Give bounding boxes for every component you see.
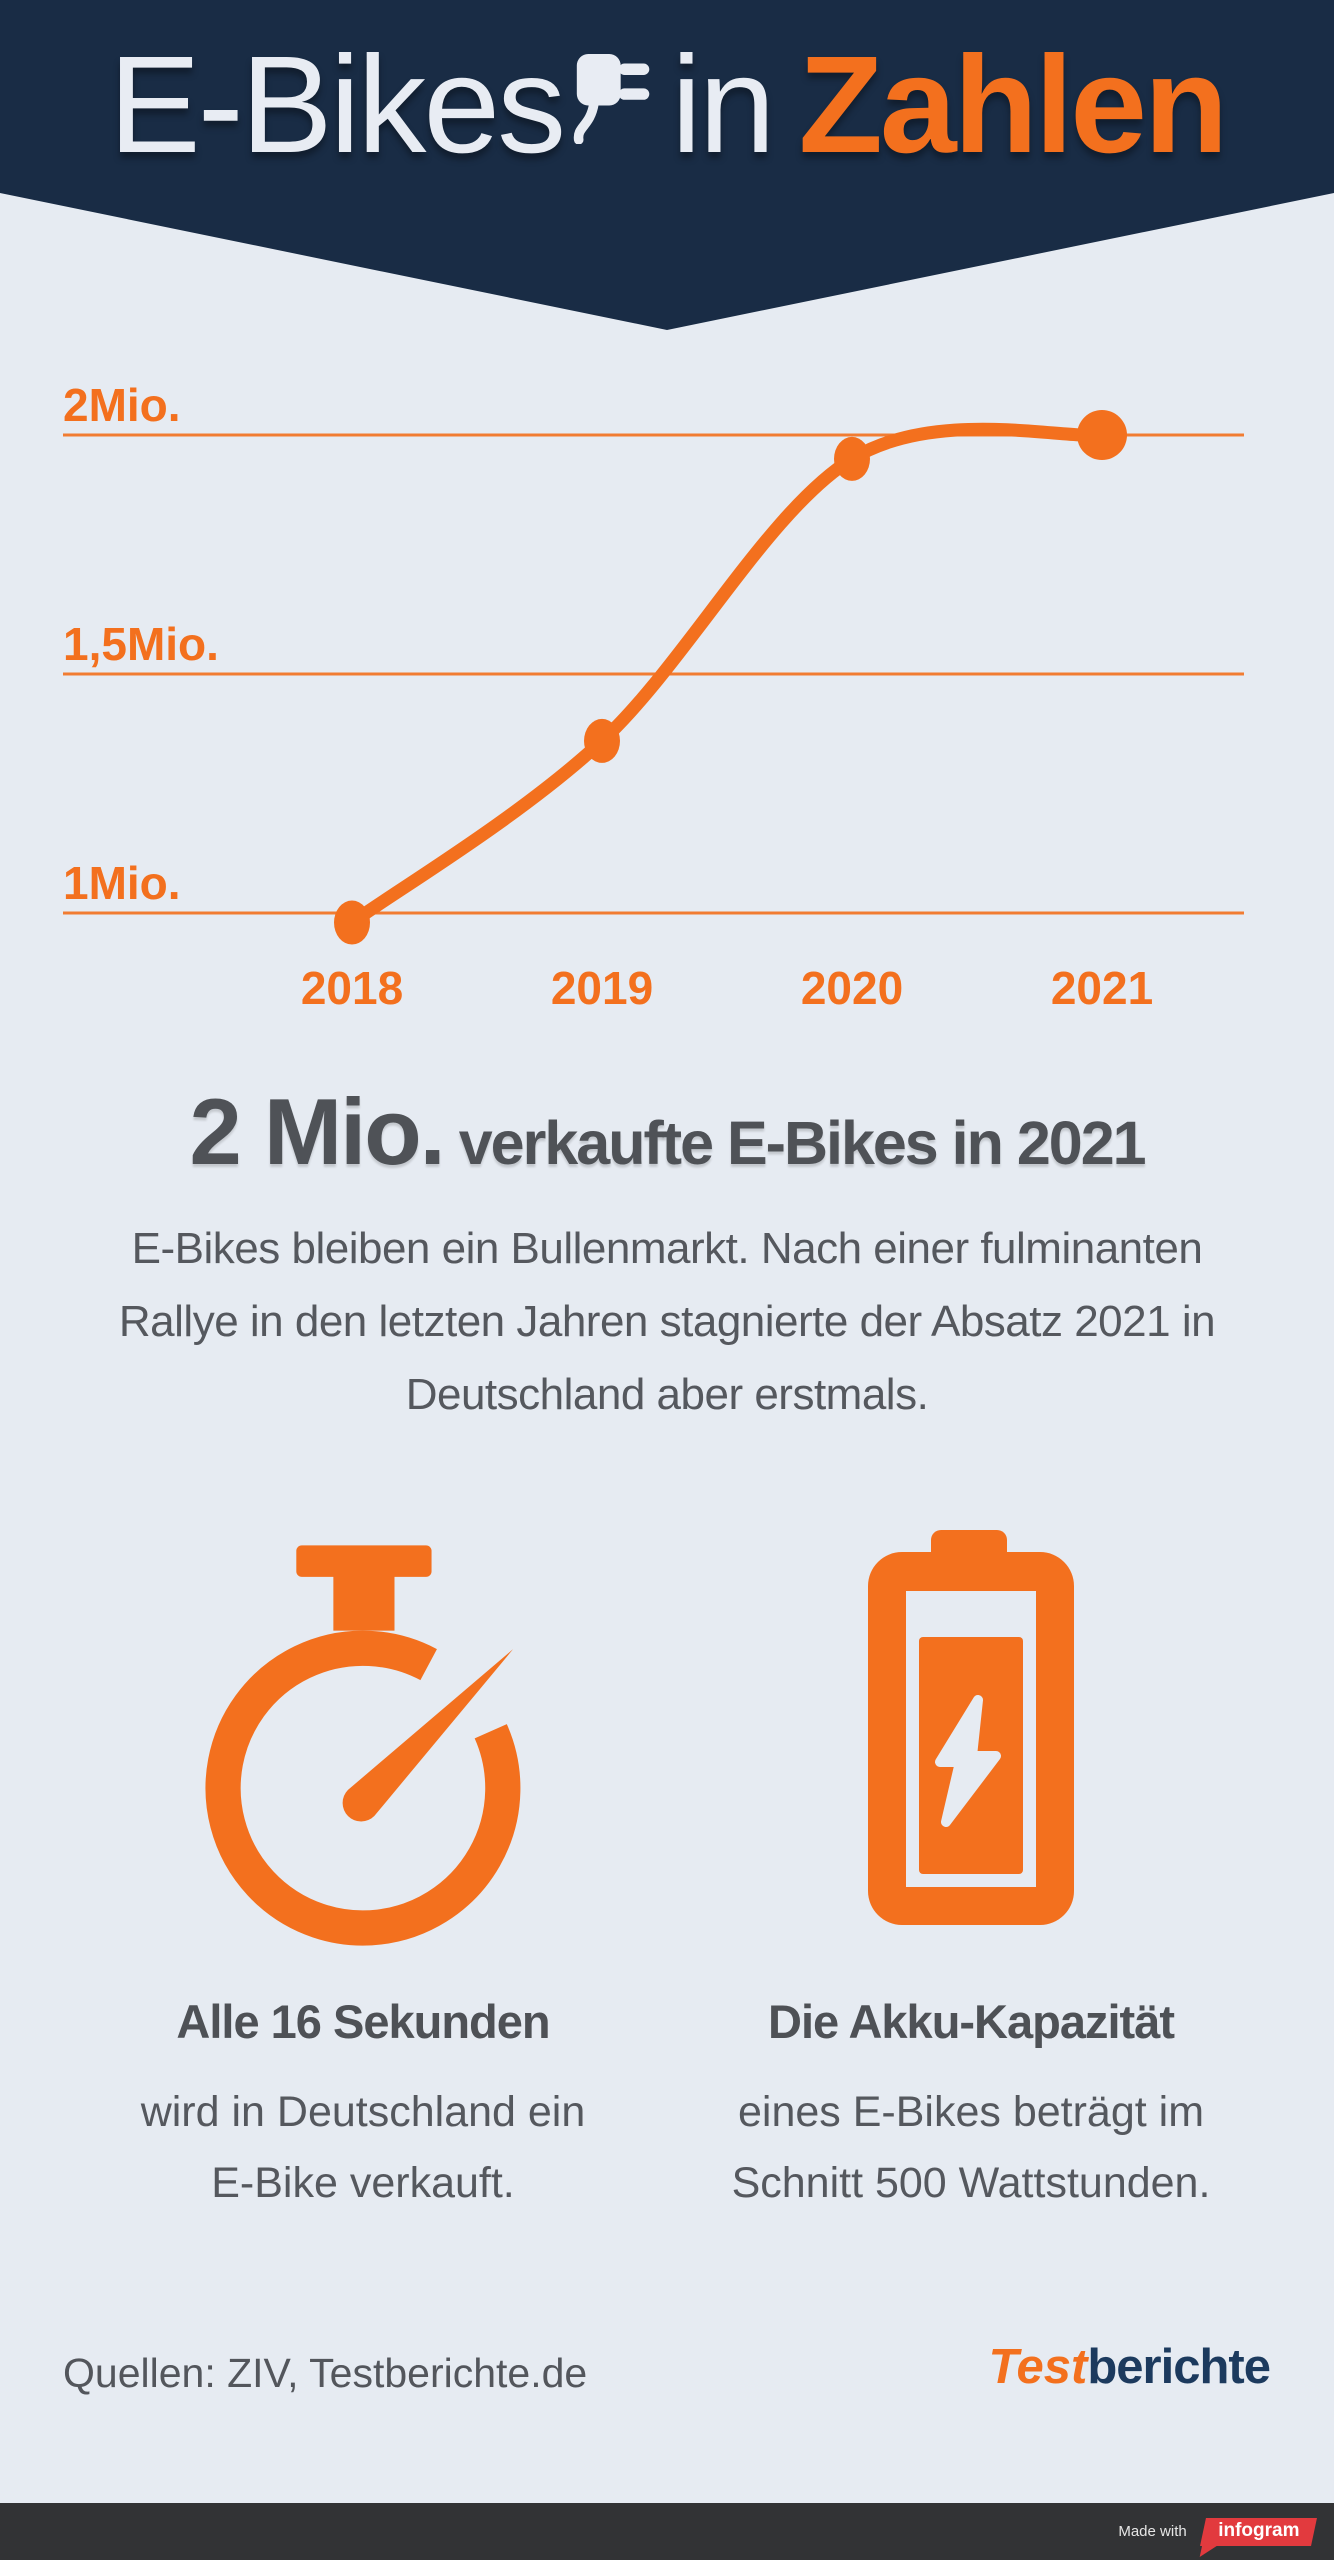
- lede-line: Rallye in den letzten Jahren stagnierte …: [118, 1297, 1216, 1346]
- battery-icon: [672, 1500, 1270, 1972]
- data-point: [334, 900, 370, 945]
- made-with-label: Made with: [1118, 2523, 1187, 2540]
- headline-number: 2 Mio.: [189, 1079, 445, 1184]
- axis-label-y: 1,5Mio.: [63, 618, 219, 670]
- axis-label-y: 2Mio.: [63, 380, 181, 431]
- fact-body: wird in Deutschland ein E-Bike verkauft.: [140, 2088, 586, 2207]
- brand-part-berichte: berichte: [1087, 2340, 1271, 2394]
- facts-row: Alle 16 Sekunden wird in Deutschland ein…: [64, 1500, 1270, 2219]
- testberichte-logo[interactable]: Testberichte: [988, 2340, 1271, 2394]
- axis-label-x: 2021: [1051, 962, 1153, 1010]
- axis-label-y: 1Mio.: [63, 857, 181, 909]
- series-line: [345, 422, 1109, 930]
- stopwatch-icon: [64, 1500, 662, 1972]
- fact-body: eines E-Bikes beträgt im Schnitt 500 Wat…: [731, 2088, 1211, 2207]
- line-chart: 1Mio. 1,5Mio. 2Mio. 2018 2019 2020 2021: [63, 380, 1244, 1010]
- header-band: [0, 0, 1334, 193]
- brand-part-test: Test: [988, 2340, 1088, 2394]
- sources-text: Quellen: ZIV, Testberichte.de: [63, 2350, 588, 2396]
- data-point: [1077, 410, 1127, 460]
- data-point: [834, 436, 870, 481]
- data-point: [584, 718, 620, 763]
- attribution-bar: Made with infogram: [0, 2503, 1334, 2560]
- fact-sales-frequency: Alle 16 Sekunden wird in Deutschland ein…: [64, 1500, 662, 2219]
- fact-heading: Die Akku-Kapazität: [768, 1995, 1175, 2048]
- title-word-in: in: [671, 28, 775, 182]
- headline-rest: verkaufte E-Bikes in 2021: [443, 1109, 1147, 1177]
- axis-label-x: 2019: [551, 962, 653, 1010]
- lede-paragraph: E-Bikes bleiben ein Bullenmarkt. Nach ei…: [0, 1212, 1334, 1431]
- axis-label-x: 2020: [801, 962, 903, 1010]
- page-title: E-Bikes in Zahlen: [0, 36, 1334, 174]
- fact-heading: Alle 16 Sekunden: [176, 1995, 550, 2048]
- infogram-logo[interactable]: infogram: [1199, 2517, 1317, 2546]
- headline: 2 Mio. verkaufte E-Bikes in 2021: [0, 1085, 1334, 1179]
- lede-line: E-Bikes bleiben ein Bullenmarkt. Nach ei…: [131, 1224, 1203, 1273]
- fact-battery-capacity: Die Akku-Kapazität eines E-Bikes beträgt…: [672, 1500, 1270, 2219]
- title-word-zahlen: Zahlen: [798, 28, 1229, 182]
- lede-line: Deutschland aber erstmals.: [405, 1370, 929, 1419]
- header-chevron: [0, 193, 1334, 330]
- title-word-ebikes: E-Bikes: [108, 28, 566, 182]
- power-plug-icon: [573, 46, 655, 144]
- axis-label-x: 2018: [301, 962, 403, 1010]
